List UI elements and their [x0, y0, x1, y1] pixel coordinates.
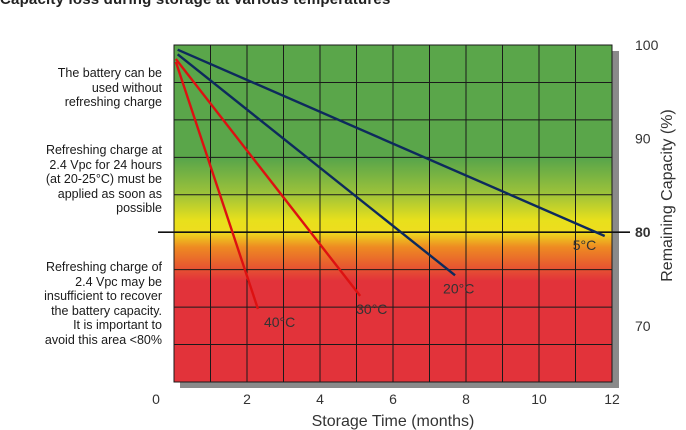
zone_yellow-line: possible: [116, 201, 162, 215]
note-red-zone: Refreshing charge of 2.4 Vpc may be insuff…: [44, 260, 162, 347]
x-tick-label: 4: [316, 391, 324, 407]
plot-shadow: [180, 51, 619, 388]
series-lines: 5°C 20°C 30°C 40°C: [174, 48, 606, 330]
chart-title: Capacity loss during storage at various …: [0, 0, 686, 8]
series-line-20c: [176, 53, 456, 277]
note-yellow-zone: Refreshing charge at 2.4 Vpc for 24 hours…: [46, 143, 162, 216]
note-green-zone: The battery can be used without refreshing…: [58, 66, 162, 110]
series-label-20c: 20°C: [443, 280, 474, 296]
series-line-5c: [177, 48, 606, 238]
zone_red-line: It is important to: [73, 318, 162, 332]
tick-labels: 0 2 4 6 8 10 12 70 80 90 100 Storage Time (months) R…: [152, 37, 676, 430]
shadow-bottom: [180, 382, 619, 388]
series-line-40c: [174, 61, 260, 310]
series-label-30c: 30°C: [356, 301, 387, 317]
zone_green-line: used without: [91, 80, 162, 95]
zone_red-line: 2.4 Vpc may be: [75, 274, 162, 289]
zone_red-line: insufficient to recover: [44, 289, 162, 303]
x-tick-label: 6: [389, 391, 397, 407]
x-tick-label: 0: [152, 391, 160, 407]
series-label-40c: 40°C: [264, 314, 295, 330]
zone_red-line: the battery capacity.: [51, 303, 162, 318]
zone_green-line: refreshing charge: [64, 95, 162, 109]
y-tick-label: 90: [635, 131, 651, 147]
y-tick-label: 70: [635, 318, 651, 334]
zone_yellow-line: applied as soon as: [57, 186, 162, 201]
x-tick-label: 12: [604, 391, 620, 407]
x-tick-label: 2: [243, 391, 251, 407]
y-tick-label: 80: [635, 224, 651, 240]
zone_green-line: The battery can be: [57, 66, 162, 80]
series-label-5c: 5°C: [573, 237, 597, 253]
y-tick-label: 100: [635, 37, 659, 53]
x-tick-label: 8: [462, 391, 470, 407]
plot-border: [173, 44, 613, 383]
series-line-30c: [174, 58, 362, 297]
x-tick-label: 10: [531, 391, 547, 407]
zone_red-line: Refreshing charge of: [45, 260, 162, 274]
shadow-right: [612, 51, 619, 388]
zone_yellow-line: (at 20-25°C) must be: [45, 172, 162, 186]
zone_yellow-line: 2.4 Vpc for 24 hours: [49, 157, 162, 172]
zone_yellow-line: Refreshing charge at: [45, 143, 162, 157]
zone_red-line: avoid this area <80%: [44, 332, 162, 347]
y-axis-label: Remaining Capacity (%): [659, 109, 676, 282]
x-axis-label: Storage Time (months): [312, 413, 475, 430]
